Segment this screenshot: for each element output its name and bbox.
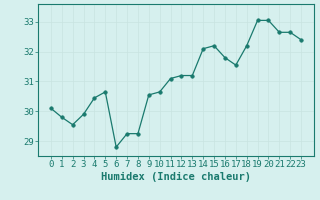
X-axis label: Humidex (Indice chaleur): Humidex (Indice chaleur) — [101, 172, 251, 182]
